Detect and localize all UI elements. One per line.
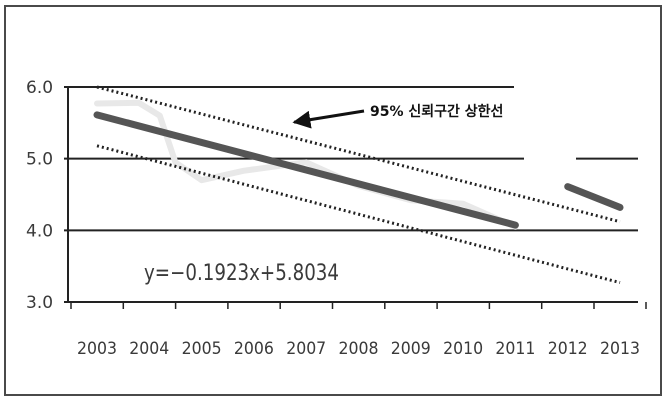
series-forecast [564, 183, 624, 211]
confidence-annotation: 95% 신뢰구간 상한선 [370, 103, 503, 120]
x-tick-label: 2005 [182, 339, 222, 359]
line-chart: 6.0 5.0 4.0 3.0 2003 2004 2005 2006 2007 2008 2009… [26, 78, 647, 359]
x-tick-label: 2006 [234, 339, 274, 359]
y-tick-label: 5.0 [26, 150, 53, 170]
series-lower-bound [96, 144, 621, 285]
series-fitted [93, 111, 519, 229]
chart-frame: 6.0 5.0 4.0 3.0 2003 2004 2005 2006 2007 2008 2009… [4, 5, 662, 396]
x-tick-label: 2013 [600, 339, 640, 359]
x-tick-label: 2011 [495, 339, 535, 359]
y-tick-label: 3.0 [26, 293, 53, 313]
x-tick-label: 2007 [286, 339, 326, 359]
y-tick-label: 4.0 [26, 221, 53, 241]
x-tick-label: 2009 [391, 339, 431, 359]
x-tick-label: 2012 [548, 339, 588, 359]
x-tick-label: 2003 [77, 339, 117, 359]
x-tick-label: 2008 [339, 339, 379, 359]
equation-label: y=−0.1923x+5.8034 [144, 261, 339, 286]
x-tick-label: 2004 [129, 339, 169, 359]
annotation-arrow [292, 109, 365, 129]
x-tick-label: 2010 [443, 339, 483, 359]
series-upper-bound [96, 85, 621, 224]
y-tick-label: 6.0 [26, 78, 53, 98]
